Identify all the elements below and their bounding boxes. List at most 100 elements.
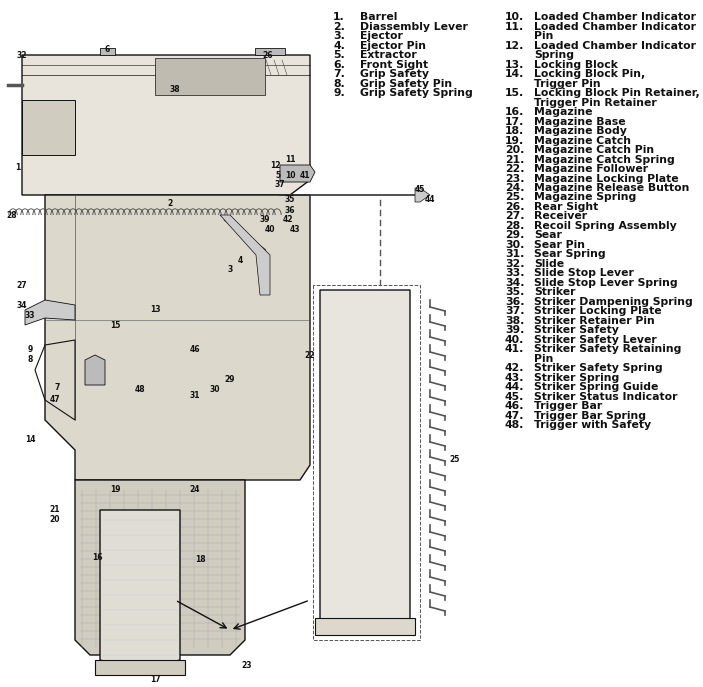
Text: Magazine Catch: Magazine Catch (534, 135, 631, 146)
Text: 16: 16 (92, 554, 102, 563)
Text: 17: 17 (150, 675, 160, 684)
Polygon shape (280, 165, 315, 182)
Text: Receiver: Receiver (534, 212, 588, 221)
Polygon shape (22, 55, 310, 195)
Text: 27.: 27. (505, 212, 524, 221)
Text: 4: 4 (238, 256, 243, 264)
Text: 44.: 44. (505, 382, 524, 392)
Text: Magazine Release Button: Magazine Release Button (534, 183, 690, 193)
Text: Magazine Follower: Magazine Follower (534, 164, 648, 174)
Text: 37.: 37. (505, 306, 524, 316)
Polygon shape (45, 195, 310, 480)
Text: 1.: 1. (333, 12, 345, 23)
Text: 8: 8 (27, 355, 32, 365)
Text: 2: 2 (167, 199, 173, 208)
Text: 6.: 6. (333, 60, 345, 70)
Text: 16.: 16. (505, 107, 524, 117)
Text: Loaded Chamber Indicator: Loaded Chamber Indicator (534, 12, 696, 23)
Text: 30: 30 (209, 385, 220, 394)
Text: 31: 31 (190, 390, 200, 400)
Text: 37: 37 (275, 181, 285, 190)
Polygon shape (415, 188, 430, 202)
Text: 29.: 29. (505, 230, 524, 240)
Text: 31.: 31. (505, 249, 524, 260)
Text: Grip Safety Pin: Grip Safety Pin (360, 79, 452, 89)
Text: Striker Retainer Pin: Striker Retainer Pin (534, 316, 655, 326)
Text: 23.: 23. (505, 174, 524, 183)
Text: 29: 29 (225, 376, 236, 385)
Text: 48.: 48. (505, 420, 524, 430)
Text: 21: 21 (50, 506, 60, 515)
Text: 32: 32 (17, 51, 27, 60)
Text: 19: 19 (110, 486, 120, 495)
Text: 35.: 35. (505, 287, 524, 297)
Text: 38: 38 (169, 85, 180, 95)
Text: Trigger Pin Retainer: Trigger Pin Retainer (534, 98, 657, 108)
Text: Front Sight: Front Sight (360, 60, 428, 70)
Text: Rear Sight: Rear Sight (534, 202, 598, 212)
Text: 20: 20 (50, 515, 60, 524)
Polygon shape (155, 58, 265, 95)
Polygon shape (255, 48, 285, 55)
Text: 24.: 24. (505, 183, 524, 193)
Text: 15: 15 (110, 321, 120, 330)
Text: Sear: Sear (534, 230, 562, 240)
Text: Pin: Pin (534, 32, 554, 41)
Text: 15.: 15. (505, 88, 524, 98)
Text: 36.: 36. (505, 297, 524, 307)
Text: 7.: 7. (333, 69, 345, 79)
Polygon shape (220, 215, 270, 295)
Text: 18.: 18. (505, 126, 524, 136)
Text: 24: 24 (190, 486, 200, 495)
Text: 36: 36 (285, 205, 295, 214)
Text: Magazine Base: Magazine Base (534, 117, 626, 126)
Text: 12: 12 (270, 161, 280, 170)
Text: 46: 46 (190, 346, 200, 354)
Text: Striker Spring Guide: Striker Spring Guide (534, 382, 659, 392)
Text: Striker Spring: Striker Spring (534, 372, 619, 383)
Text: Locking Block: Locking Block (534, 60, 618, 70)
Text: Ejector: Ejector (360, 32, 403, 41)
Text: Loaded Chamber Indicator: Loaded Chamber Indicator (534, 22, 696, 32)
Text: Magazine Body: Magazine Body (534, 126, 627, 136)
Text: 42: 42 (283, 216, 293, 225)
Text: 18: 18 (195, 556, 205, 565)
Text: 4.: 4. (333, 41, 345, 51)
Text: 25: 25 (450, 455, 460, 464)
Polygon shape (320, 290, 410, 635)
Text: 1: 1 (15, 164, 20, 172)
Text: 11.: 11. (505, 22, 524, 32)
Text: Striker Safety Retaining: Striker Safety Retaining (534, 344, 682, 354)
Text: Trigger Bar Spring: Trigger Bar Spring (534, 411, 646, 420)
Text: 12.: 12. (505, 41, 524, 51)
Text: 30.: 30. (505, 240, 524, 250)
Text: Striker Safety Lever: Striker Safety Lever (534, 335, 657, 345)
Polygon shape (95, 660, 185, 675)
Text: Magazine: Magazine (534, 107, 593, 117)
Text: 32.: 32. (505, 259, 524, 269)
Text: 35: 35 (285, 196, 295, 205)
Polygon shape (315, 618, 415, 635)
Text: 26: 26 (263, 51, 273, 60)
Text: 17.: 17. (505, 117, 524, 126)
Text: 43.: 43. (505, 372, 524, 383)
Text: 45.: 45. (505, 392, 524, 402)
Text: Slide Stop Lever Spring: Slide Stop Lever Spring (534, 278, 678, 288)
Text: Striker Status Indicator: Striker Status Indicator (534, 392, 678, 402)
Text: Striker Dampening Spring: Striker Dampening Spring (534, 297, 693, 307)
Text: 19.: 19. (505, 135, 524, 146)
Text: 43: 43 (290, 225, 300, 234)
Text: 42.: 42. (505, 363, 524, 373)
Text: 6: 6 (104, 45, 110, 54)
Text: Grip Safety: Grip Safety (360, 69, 429, 79)
Text: 33.: 33. (505, 269, 524, 278)
Text: Recoil Spring Assembly: Recoil Spring Assembly (534, 221, 677, 231)
Polygon shape (75, 480, 245, 655)
Text: 44: 44 (425, 196, 435, 205)
Text: 22: 22 (304, 350, 315, 359)
Text: 14.: 14. (505, 69, 524, 79)
Text: 40.: 40. (505, 335, 524, 345)
Text: 20.: 20. (505, 145, 524, 155)
Text: 40: 40 (265, 225, 276, 234)
Text: 10: 10 (285, 170, 295, 179)
